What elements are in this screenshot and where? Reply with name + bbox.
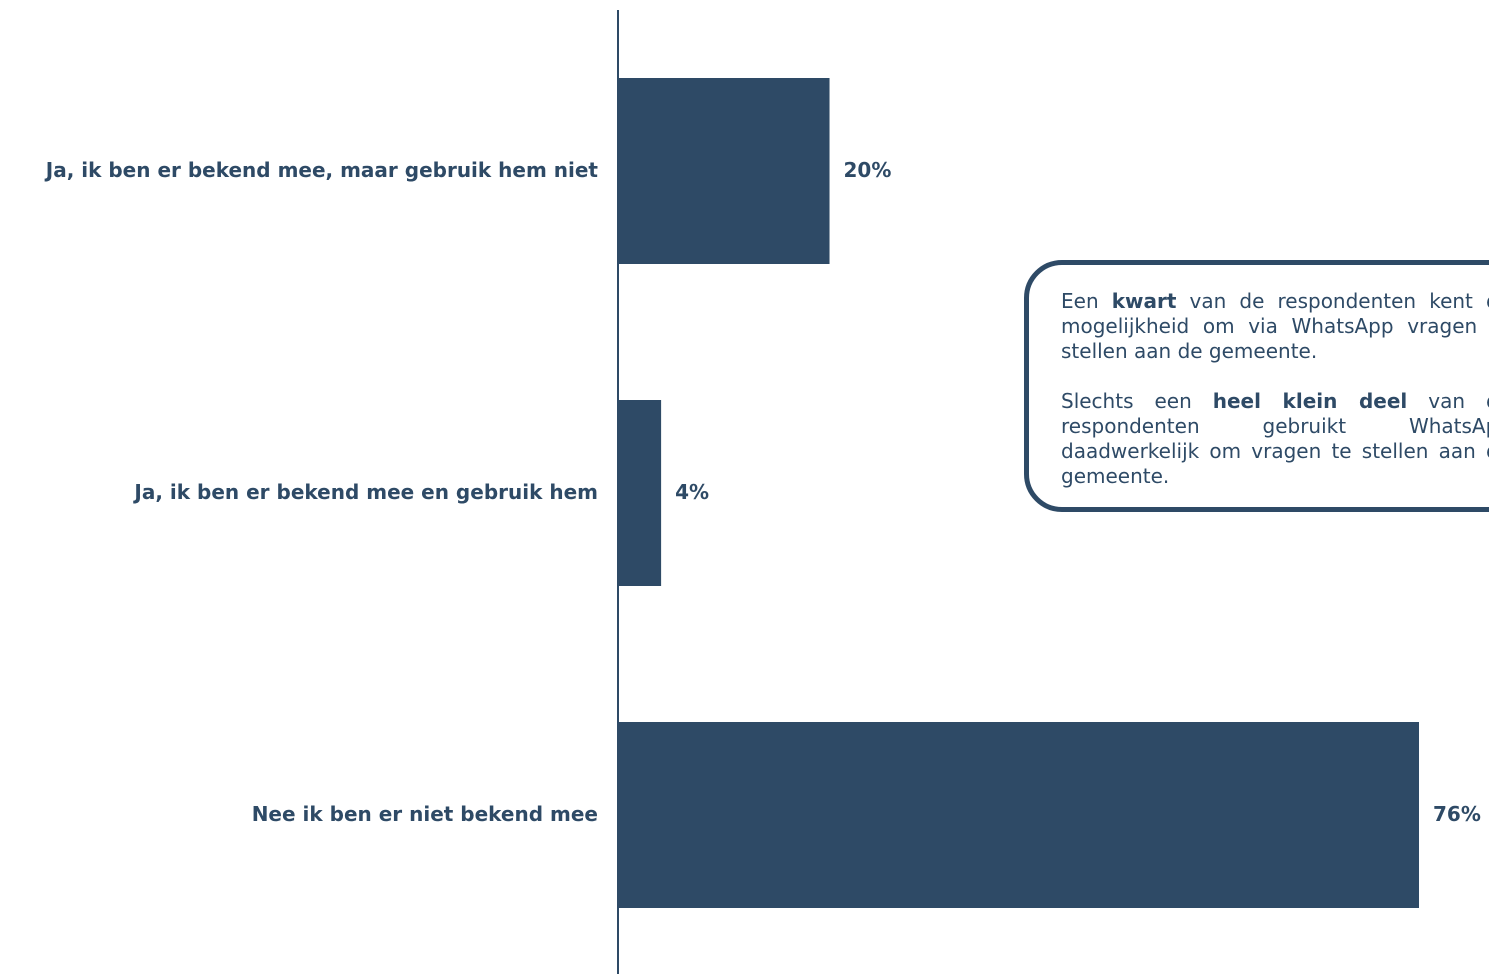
value-label-3: 76% xyxy=(1433,802,1481,826)
category-label-1: Ja, ik ben er bekend mee, maar gebruik h… xyxy=(45,158,598,182)
callout-paragraph-2: Slechts een heel klein deel van de respo… xyxy=(1061,389,1489,488)
value-label-2: 4% xyxy=(675,480,710,504)
bar-1 xyxy=(619,78,830,264)
bar-2 xyxy=(619,400,662,586)
summary-callout: Een kwart van de respondenten kent de mo… xyxy=(1024,260,1489,512)
callout-paragraph-1: Een kwart van de respondenten kent de mo… xyxy=(1061,289,1489,363)
category-label-2: Ja, ik ben er bekend mee en gebruik hem xyxy=(134,480,598,504)
bar-3 xyxy=(619,722,1419,908)
category-label-3: Nee ik ben er niet bekend mee xyxy=(251,802,598,826)
value-label-1: 20% xyxy=(843,158,892,182)
